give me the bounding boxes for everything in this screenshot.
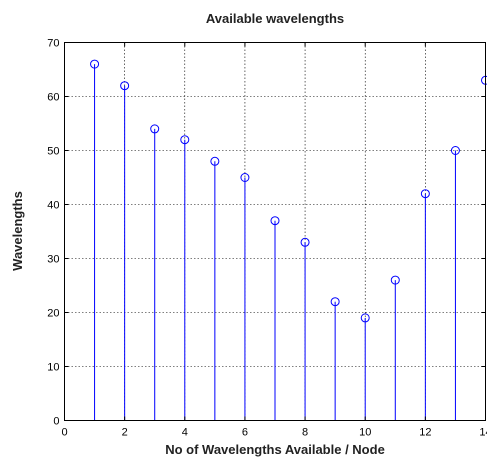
stem-marker [360, 313, 370, 323]
stem-marker [240, 173, 250, 182]
stem-marker [270, 216, 280, 226]
y-tick-label: 50 [47, 146, 59, 158]
stem-marker [210, 156, 220, 166]
stem-marker [90, 59, 100, 69]
x-tick-label: 8 [302, 427, 308, 439]
stem-marker [120, 81, 130, 91]
stem-marker [450, 146, 460, 155]
x-tick-label: 12 [419, 427, 431, 439]
x-tick-label: 2 [122, 427, 128, 439]
x-axis-ticks: 0 2 4 6 8 10 12 14 [61, 42, 487, 439]
y-tick-label: 10 [47, 362, 59, 374]
chart-title: Available wavelengths [206, 11, 344, 26]
x-tick-label: 0 [61, 427, 67, 439]
stems [94, 64, 486, 421]
stem-marker [420, 189, 430, 199]
stem-marker [150, 124, 160, 134]
markers [90, 59, 487, 323]
y-tick-label: 70 [47, 38, 59, 50]
x-tick-label: 10 [359, 427, 371, 439]
y-tick-label: 0 [53, 416, 59, 428]
stem-marker [180, 135, 190, 145]
x-axis-label: No of Wavelengths Available / Node [165, 442, 385, 457]
y-tick-label: 30 [47, 254, 59, 266]
stem-marker [330, 297, 340, 307]
y-tick-label: 20 [47, 308, 59, 320]
y-tick-label: 60 [47, 92, 59, 104]
stem-marker [481, 75, 487, 85]
x-tick-label: 6 [242, 427, 248, 439]
y-axis-label: Wavelengths [10, 191, 25, 271]
y-axis-ticks: 0 10 20 30 40 50 60 70 [47, 38, 486, 428]
stem-marker [390, 275, 400, 285]
x-tick-label: 14 [479, 427, 487, 439]
x-tick-label: 4 [182, 427, 188, 439]
y-tick-label: 40 [47, 200, 59, 212]
stem-marker [300, 237, 310, 247]
plot-frame [64, 42, 486, 421]
